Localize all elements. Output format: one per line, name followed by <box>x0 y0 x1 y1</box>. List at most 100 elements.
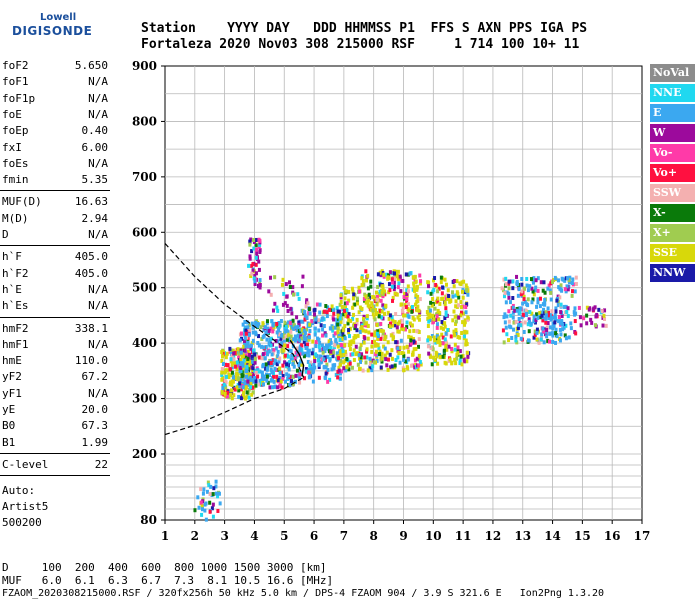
echo-point <box>224 362 228 367</box>
echo-point <box>350 365 354 370</box>
echo-point <box>290 374 294 379</box>
echo-point <box>399 318 403 323</box>
param-value: N/A <box>88 75 108 89</box>
echo-point <box>326 305 330 310</box>
echo-point <box>408 321 412 326</box>
echo-point <box>251 268 255 273</box>
echo-point <box>552 324 556 329</box>
echo-point <box>435 325 439 330</box>
logo-lowell-text: Lowell <box>40 12 77 23</box>
echo-point <box>252 246 256 251</box>
echo-point <box>317 362 321 367</box>
echo-point <box>242 358 246 363</box>
echo-point <box>314 317 318 322</box>
echo-point <box>305 298 309 303</box>
echo-point <box>415 284 419 289</box>
echo-point <box>459 310 463 315</box>
echo-point <box>436 340 440 345</box>
echo-point <box>458 361 462 366</box>
echo-point <box>211 492 215 497</box>
echo-point <box>313 312 317 317</box>
echo-point <box>307 337 311 342</box>
echo-point <box>277 320 281 325</box>
echo-point <box>362 297 366 302</box>
echo-point <box>308 311 312 316</box>
echo-point <box>227 395 231 400</box>
echo-point <box>517 322 521 327</box>
echo-point <box>278 382 282 387</box>
echo-point <box>340 304 344 309</box>
x-tick-label: 14 <box>544 529 561 543</box>
echo-point <box>323 358 327 363</box>
echo-point <box>443 360 447 365</box>
echo-point <box>297 320 301 325</box>
echo-point <box>364 329 368 334</box>
echo-point <box>516 293 520 298</box>
echo-point <box>306 335 310 340</box>
echo-point <box>441 326 445 331</box>
echo-point <box>284 353 288 358</box>
echo-point <box>528 284 532 289</box>
echo-point <box>546 321 550 326</box>
echo-point <box>464 310 468 315</box>
echo-point <box>465 302 469 307</box>
echo-point <box>267 289 271 294</box>
echo-point <box>273 301 277 306</box>
echo-point <box>313 307 317 312</box>
echo-point <box>530 311 534 316</box>
echo-point <box>376 272 380 277</box>
echo-point <box>535 330 539 335</box>
echo-point <box>466 315 470 320</box>
echo-point <box>365 355 369 360</box>
echo-point <box>364 294 368 299</box>
echo-point <box>279 336 283 341</box>
echo-point <box>362 317 366 322</box>
echo-point <box>504 300 508 305</box>
echo-point <box>289 329 293 334</box>
echo-point <box>418 273 422 278</box>
echo-point <box>280 345 284 350</box>
echo-point <box>444 339 448 344</box>
echo-point <box>402 357 406 362</box>
echo-point <box>350 339 354 344</box>
echo-point <box>390 348 394 353</box>
echo-point <box>241 385 245 390</box>
param-row: fmin 5.35 <box>2 173 108 189</box>
echo-point <box>531 280 535 285</box>
echo-point <box>407 349 411 354</box>
echo-point <box>340 336 344 341</box>
echo-point <box>353 326 357 331</box>
echo-point <box>230 362 234 367</box>
echo-point <box>577 305 581 310</box>
echo-point <box>267 361 271 366</box>
echo-point <box>515 282 519 287</box>
echo-point <box>200 503 204 508</box>
echo-point <box>444 313 448 318</box>
echo-point <box>304 304 308 309</box>
param-label: MUF(D) <box>2 195 42 209</box>
echo-point <box>417 337 421 342</box>
echo-point <box>317 364 321 369</box>
echo-point <box>351 289 355 294</box>
echo-point <box>390 271 394 276</box>
echo-point <box>329 340 333 345</box>
echo-point <box>380 335 384 340</box>
echo-point <box>301 319 305 324</box>
echo-point <box>413 302 417 307</box>
echo-point <box>328 377 332 382</box>
echo-point <box>238 384 242 389</box>
echo-point <box>249 343 253 348</box>
echo-point <box>376 329 380 334</box>
echo-point <box>288 382 292 387</box>
echo-point <box>302 334 306 339</box>
echo-point <box>449 299 453 304</box>
echo-point <box>345 365 349 370</box>
echo-point <box>338 302 342 307</box>
echo-point <box>546 313 550 318</box>
echo-point <box>510 335 514 340</box>
echo-point <box>230 353 234 358</box>
echo-point <box>417 312 421 317</box>
echo-point <box>511 305 515 310</box>
echo-point <box>348 340 352 345</box>
echo-point <box>574 275 578 280</box>
